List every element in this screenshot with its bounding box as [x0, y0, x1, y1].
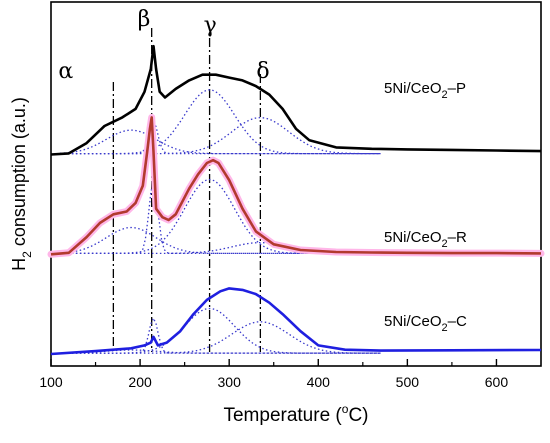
peak-marker-label: δ: [256, 59, 269, 84]
deconvolution-peak: [59, 116, 381, 155]
series-label: 5Ni/CeO2–R: [384, 229, 467, 250]
peak-marker-label: β: [138, 7, 151, 32]
series-line: [50, 44, 542, 156]
deconvolution-peak: [59, 129, 381, 155]
series-labels: 5Ni/CeO2–P 5Ni/CeO2–R 5Ni/CeO2–C: [384, 80, 467, 334]
deconvolution-peak: [59, 120, 381, 155]
x-tick-label: 600: [485, 374, 509, 390]
x-tick-label: 100: [39, 374, 63, 390]
deconvolution-peak: [59, 321, 381, 354]
x-tick-label: 300: [218, 374, 242, 390]
series-halo: [47, 113, 545, 258]
series-label: 5Ni/CeO2–C: [384, 313, 467, 334]
plot-frame: [50, 1, 542, 367]
series-line: [50, 116, 542, 256]
deconvolution-peak: [59, 89, 381, 155]
x-tick-label: 400: [307, 374, 331, 390]
y-axis-title: H2 consumption (a.u.): [9, 97, 34, 271]
series-curves: [47, 44, 545, 356]
peak-marker-label: γ: [204, 13, 217, 38]
peak-markers: α β γ δ: [58, 7, 270, 352]
x-tick-label: 200: [128, 374, 152, 390]
x-axis-title: Temperature (oC): [223, 402, 368, 426]
peak-marker-label: α: [58, 59, 73, 84]
series-label: 5Ni/CeO2–P: [384, 80, 466, 101]
series-line: [50, 287, 542, 356]
deconvolution-peak: [59, 349, 381, 354]
x-tick-label: 500: [396, 374, 420, 390]
x-axis-ticks: 100 200 300 400 500 600: [39, 359, 508, 390]
